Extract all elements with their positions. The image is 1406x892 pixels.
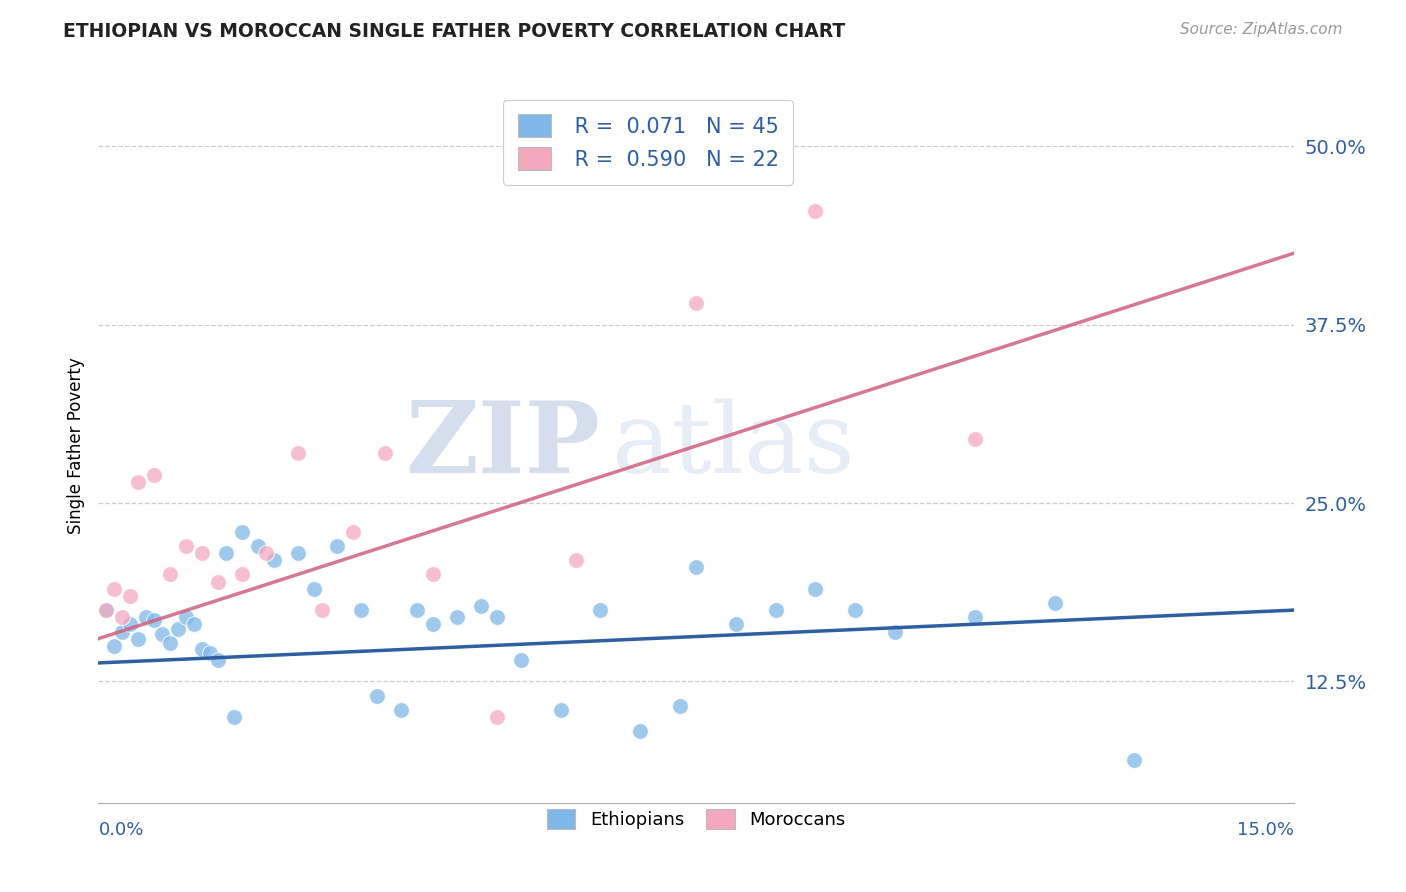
Point [389,703,412,717]
Point [207,574,229,589]
Point [485,610,508,624]
Point [191,546,214,560]
Point [96,603,118,617]
Point [263,553,285,567]
Point [120,589,142,603]
Point [183,617,205,632]
Point [589,603,612,617]
Point [174,610,197,624]
Point [302,582,325,596]
Point [222,710,245,724]
Point [550,703,572,717]
Point [326,539,349,553]
Point [422,567,444,582]
Point [446,610,468,624]
Point [1123,753,1146,767]
Point [350,603,373,617]
Text: Source: ZipAtlas.com: Source: ZipAtlas.com [1180,22,1343,37]
Point [127,632,149,646]
Point [174,539,197,553]
Point [565,553,588,567]
Point [287,546,309,560]
Point [103,582,125,596]
Legend: Ethiopians, Moroccans: Ethiopians, Moroccans [540,802,852,837]
Point [422,617,444,632]
Point [485,710,508,724]
Point [191,641,214,656]
Point [111,624,134,639]
Point [287,446,309,460]
Text: 0.0%: 0.0% [98,822,143,839]
Point [150,627,173,641]
Point [311,603,333,617]
Point [1043,596,1066,610]
Point [207,653,229,667]
Point [724,617,747,632]
Point [135,610,157,624]
Point [120,617,142,632]
Point [765,603,787,617]
Point [159,567,181,582]
Point [231,567,253,582]
Point [167,622,190,636]
Point [231,524,253,539]
Point [963,610,986,624]
Point [111,610,134,624]
Point [669,698,692,713]
Point [342,524,364,539]
Point [884,624,907,639]
Point [246,539,269,553]
Point [685,560,707,574]
Text: ZIP: ZIP [405,398,600,494]
Point [406,603,429,617]
Text: ETHIOPIAN VS MOROCCAN SINGLE FATHER POVERTY CORRELATION CHART: ETHIOPIAN VS MOROCCAN SINGLE FATHER POVE… [63,22,845,41]
Point [103,639,125,653]
Point [685,296,707,310]
Point [96,603,118,617]
Point [804,203,827,218]
Point [804,582,827,596]
Point [254,546,277,560]
Point [374,446,396,460]
Point [143,467,166,482]
Point [366,689,388,703]
Text: atlas: atlas [613,398,855,494]
Text: 15.0%: 15.0% [1236,822,1294,839]
Point [509,653,531,667]
Point [198,646,221,660]
Point [844,603,866,617]
Y-axis label: Single Father Poverty: Single Father Poverty [66,358,84,534]
Point [470,599,492,613]
Point [963,432,986,446]
Point [143,613,166,627]
Point [159,636,181,650]
Point [127,475,149,489]
Point [628,724,651,739]
Point [215,546,238,560]
